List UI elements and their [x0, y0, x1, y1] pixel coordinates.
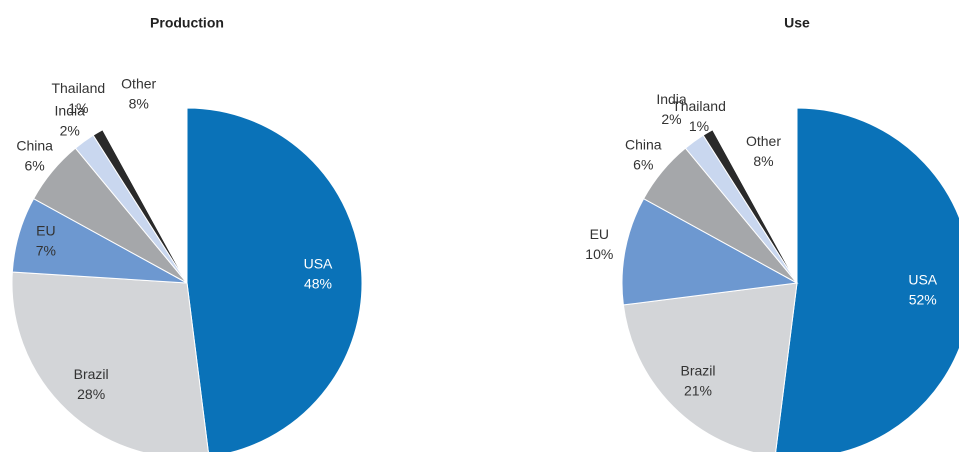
slice-label: China: [16, 138, 53, 154]
slice-label: India: [55, 102, 86, 118]
slice-label: China: [625, 137, 662, 153]
slice-value-label: 7%: [36, 243, 56, 259]
slice-value-label: 2%: [60, 122, 80, 138]
slice-label: EU: [590, 226, 609, 242]
chart-title: Production: [150, 15, 224, 31]
slice-value-label: 8%: [129, 96, 149, 112]
slice-label: USA: [908, 272, 937, 288]
pie-slice: [712, 107, 798, 284]
slice-label: India: [656, 91, 687, 107]
slice-value-label: 28%: [77, 386, 105, 402]
slice-label: Brazil: [74, 366, 109, 382]
slice-value-label: 48%: [304, 275, 332, 291]
slice-value-label: 6%: [633, 157, 653, 173]
slice-value-label: 2%: [661, 111, 681, 127]
pie-slice: [186, 107, 363, 452]
chart-title: Use: [784, 15, 810, 31]
slice-label: Thailand: [672, 98, 726, 114]
slice-label: Other: [121, 76, 156, 92]
slice-label: USA: [304, 255, 333, 271]
slice-value-label: 1%: [689, 118, 709, 134]
pie-slice: [11, 271, 209, 452]
slice-label: Thailand: [51, 80, 105, 96]
slice-value-label: 10%: [585, 246, 613, 262]
slice-value-label: 52%: [909, 292, 937, 308]
slice-label: Other: [746, 133, 781, 149]
slice-value-label: 1%: [68, 100, 88, 116]
pie-slice: [102, 107, 188, 284]
slice-label: EU: [36, 223, 55, 239]
slice-value-label: 8%: [753, 153, 773, 169]
pie-slice: [621, 198, 799, 306]
pie-slice: [775, 107, 959, 452]
slice-label: Brazil: [680, 363, 715, 379]
slice-value-label: 6%: [25, 158, 45, 174]
slice-value-label: 21%: [684, 383, 712, 399]
